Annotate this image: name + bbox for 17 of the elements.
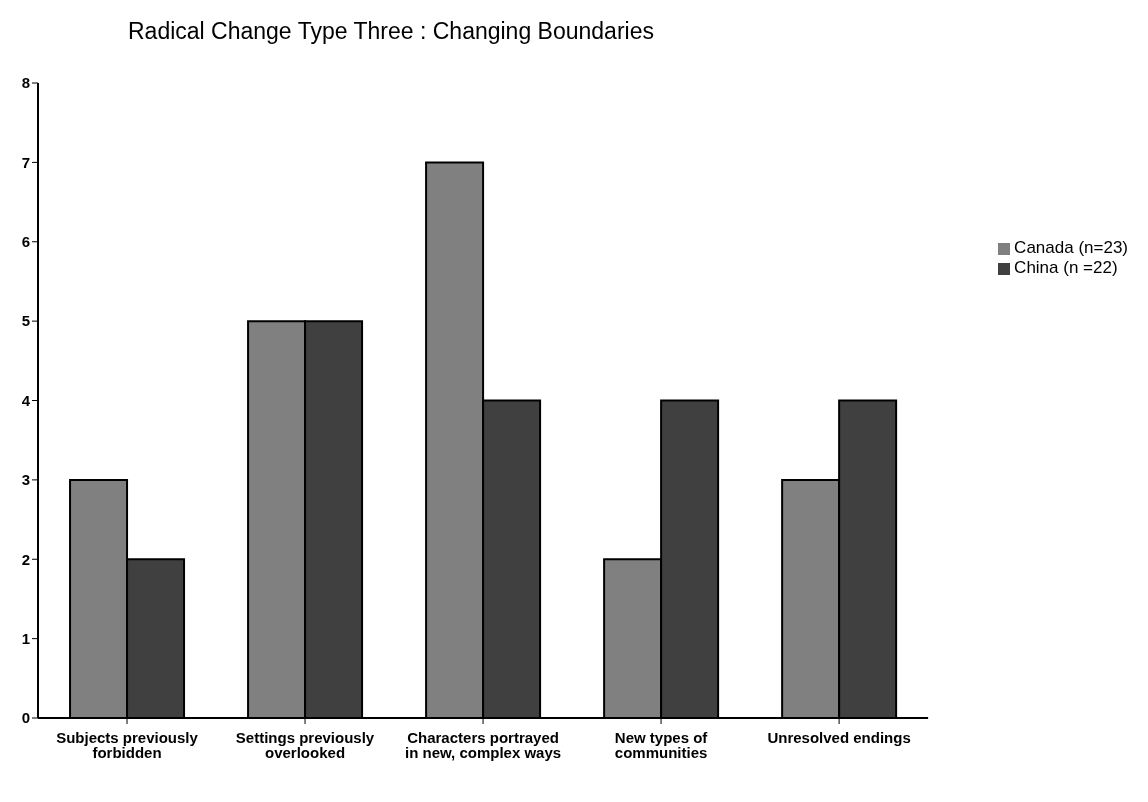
chart-title: Radical Change Type Three : Changing Boundaries	[127, 17, 655, 46]
y-tick-label: 6	[21, 233, 30, 251]
y-tick-label: 2	[21, 550, 30, 568]
y-tick-label: 4	[21, 391, 31, 409]
x-tick-label: Unresolved endings	[767, 728, 911, 746]
y-tick-label: 5	[21, 312, 30, 330]
y-tick-label: 8	[21, 74, 30, 92]
legend-label: Canada (n=23)	[1014, 238, 1128, 257]
legend-label: China (n =22)	[1014, 258, 1118, 277]
y-tick-label: 3	[21, 471, 30, 489]
x-tick-label: Settings previously overlooked	[235, 728, 375, 761]
y-tick-label: 1	[21, 629, 30, 647]
x-tick-label: Subjects previously forbidden	[56, 728, 199, 761]
y-tick-label: 7	[21, 153, 30, 171]
y-tick-label: 0	[21, 709, 30, 727]
x-tick-label: Characters portrayed in new, complex ways	[404, 728, 562, 761]
x-tick-label: New types of communities	[614, 728, 709, 761]
